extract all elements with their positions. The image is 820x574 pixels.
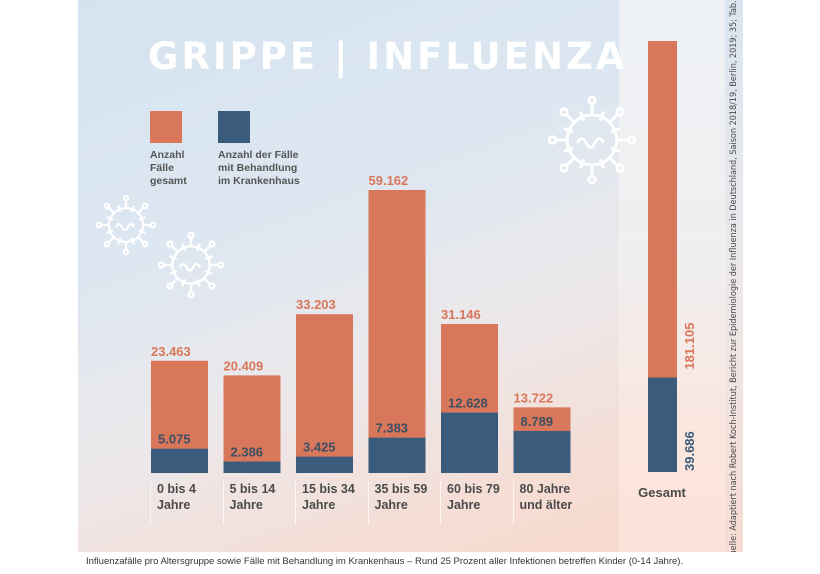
category-label: 0 bis 4 Jahre [150, 481, 196, 525]
virus-icon [96, 195, 156, 255]
legend-label-total: Anzahl Fälle gesamt [150, 149, 187, 187]
bar-hospital-gesamt [648, 377, 677, 472]
category-label: 5 bis 14 Jahre [222, 481, 275, 525]
bar-total [296, 314, 353, 473]
legend-swatch-total [150, 111, 182, 143]
data-label-hospital: 5.075 [158, 432, 191, 447]
data-label-hospital-gesamt: 39.686 [682, 431, 697, 471]
data-label-hospital: 12.628 [448, 396, 488, 411]
data-label-hospital: 8.789 [521, 414, 554, 429]
category-label: 80 Jahre und älter [512, 481, 572, 525]
legend-label-hospital: Anzahl der Fälle mit Behandlung im Krank… [218, 149, 300, 187]
virus-icon [548, 96, 636, 184]
legend-swatch-hospital [218, 111, 250, 143]
data-label-hospital: 2.386 [231, 445, 264, 460]
data-label-total: 23.463 [151, 344, 191, 359]
bar-hospital [223, 461, 281, 473]
category-label: 60 bis 79 Jahre [440, 481, 500, 525]
data-label-total-gesamt: 181.105 [682, 323, 697, 370]
data-label-total: 59.162 [369, 173, 409, 188]
bar-hospital [441, 412, 498, 473]
caption: Influenzafälle pro Altersgruppe sowie Fä… [86, 556, 684, 567]
category-label: 15 bis 34 Jahre [295, 481, 355, 525]
bar-hospital [296, 456, 353, 473]
data-label-total: 33.203 [296, 297, 336, 312]
bar-total [368, 190, 426, 473]
data-label-total: 20.409 [224, 358, 264, 373]
source-strip [725, 0, 743, 552]
bar-hospital [513, 430, 571, 473]
chart-area: 23.463 5.075 20.409 2.386 33.203 3.425 59.162 7… [151, 41, 697, 500]
chart-title: GRIPPE | INFLUENZA [148, 35, 628, 78]
data-label-total: 13.722 [514, 390, 554, 405]
category-label: 35 bis 59 Jahre [367, 481, 427, 525]
data-label-hospital: 7.383 [376, 421, 409, 436]
bar-hospital [368, 437, 426, 473]
data-label-hospital: 3.425 [303, 440, 336, 455]
infographic: Quelle: Adaptiert nach Robert Koch-Insti… [78, 0, 743, 552]
virus-icon [158, 232, 224, 298]
bar-hospital [151, 448, 208, 473]
category-label-gesamt: Gesamt [638, 485, 686, 500]
bar-total [223, 375, 281, 473]
data-label-total: 31.146 [441, 307, 481, 322]
